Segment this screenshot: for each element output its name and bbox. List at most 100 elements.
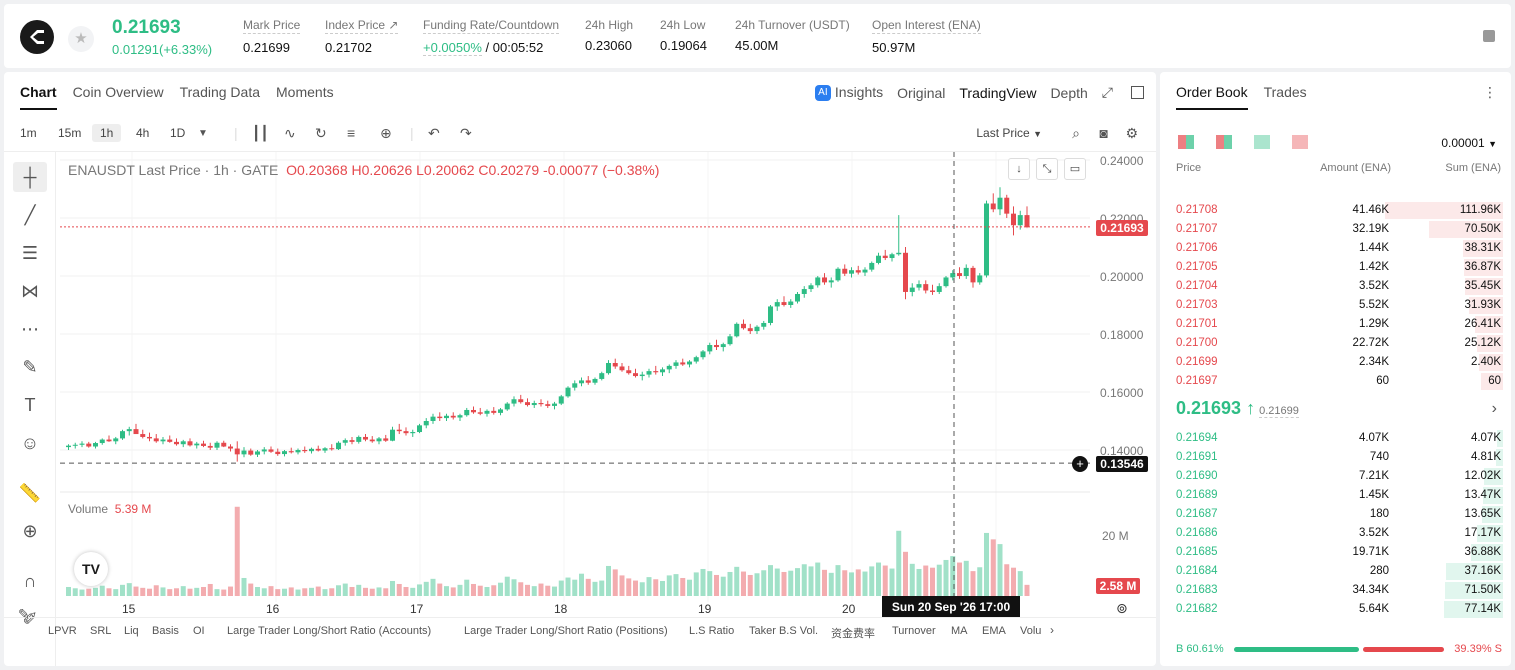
indicator-taker-vol[interactable]: Taker B.S Vol. (749, 625, 819, 637)
magnet-icon[interactable]: ∩ (23, 571, 37, 591)
reset-view-icon[interactable]: ⊚ (1116, 600, 1128, 616)
pattern-tool-icon[interactable]: ⋈ (21, 281, 39, 301)
bid-row[interactable]: 0.21687 180 13.65K (1160, 505, 1511, 524)
tab-order-book[interactable]: Order Book (1176, 84, 1248, 110)
expand-icon[interactable]: ⤢ (1101, 84, 1113, 101)
bid-row[interactable]: 0.21691 740 4.81K (1160, 448, 1511, 467)
ask-row[interactable]: 0.21706 1.44K 38.31K (1160, 239, 1511, 258)
add-alert-icon[interactable]: ⊕ (380, 125, 392, 141)
chevron-right-icon[interactable]: › (1491, 400, 1497, 417)
price-axis[interactable]: 0.24000 0.22000 0.20000 0.18000 0.16000 … (1090, 152, 1156, 602)
indicator-basis[interactable]: Basis (152, 625, 179, 637)
fib-tool-icon[interactable]: ⋯ (21, 319, 39, 339)
indicator-srl[interactable]: SRL (90, 625, 112, 637)
funding-rate-label[interactable]: Funding Rate/Countdown (423, 18, 560, 34)
horizontal-lines-tool-icon[interactable]: ☰ (21, 243, 39, 263)
fullscreen-icon[interactable]: ▭ (1064, 158, 1086, 180)
indicator-lpvr[interactable]: LPVR (48, 625, 77, 637)
bid-row[interactable]: 0.21690 7.21K 12.02K (1160, 467, 1511, 486)
candle-type-icon[interactable]: ┃┃ (252, 125, 269, 141)
ask-row[interactable]: 0.21697 60 60 (1160, 372, 1511, 391)
indicator-funding-rate[interactable]: 资金费率 (831, 628, 875, 640)
timeframe-1d[interactable]: 1D (170, 126, 186, 140)
zoom-in-icon[interactable]: ⊕ (22, 521, 38, 541)
open-interest-label[interactable]: Open Interest (ENA) (872, 18, 981, 34)
timeframe-4h[interactable]: 4h (136, 126, 150, 140)
add-order-icon[interactable]: + (1072, 456, 1088, 472)
timeframe-1h[interactable]: 1h (92, 124, 122, 142)
timeframe-1m[interactable]: 1m (20, 126, 37, 140)
index-price-label[interactable]: Index Price ↗ (325, 18, 399, 34)
ask-row[interactable]: 0.21707 32.19K 70.50K (1160, 220, 1511, 239)
tab-chart[interactable]: Chart (20, 84, 57, 110)
indicator-ls-ratio[interactable]: L.S Ratio (689, 625, 735, 637)
tab-trades[interactable]: Trades (1263, 84, 1307, 100)
indicator-oi[interactable]: OI (193, 625, 205, 637)
chevron-right-icon[interactable]: › (1050, 623, 1054, 637)
indicator-turnover[interactable]: Turnover (892, 625, 936, 637)
bid-row[interactable]: 0.21689 1.45K 13.47K (1160, 486, 1511, 505)
indicator-ema[interactable]: EMA (982, 625, 1006, 637)
brush-tool-icon[interactable]: ✎ (22, 357, 38, 377)
text-tool-icon[interactable]: T (24, 395, 36, 415)
tab-insights[interactable]: AI Insights (814, 84, 883, 102)
bid-row[interactable]: 0.21685 19.71K 36.88K (1160, 543, 1511, 562)
timeframe-dropdown-icon[interactable]: ▼ (198, 128, 208, 139)
mid-price[interactable]: 0.21693 ↑ 0.21699 (1176, 398, 1299, 419)
trendline-tool-icon[interactable]: ╱ (24, 205, 36, 225)
settings-gear-icon[interactable]: ⚙ (1125, 125, 1138, 141)
tab-tradingview[interactable]: TradingView (959, 84, 1037, 101)
tab-moments[interactable]: Moments (276, 84, 334, 100)
funding-rate[interactable]: +0.0050% (423, 40, 482, 56)
tab-original[interactable]: Original (897, 84, 946, 101)
edit-icon[interactable]: ✎ (18, 606, 30, 622)
bid-row[interactable]: 0.21686 3.52K 17.17K (1160, 524, 1511, 543)
collapse-icon[interactable]: ⤡ (1036, 158, 1058, 180)
template-icon[interactable]: ≡ (347, 125, 356, 141)
ask-row[interactable]: 0.21703 5.52K 31.93K (1160, 296, 1511, 315)
ask-row[interactable]: 0.21700 22.72K 25.12K (1160, 334, 1511, 353)
replay-icon[interactable]: ↻ (315, 125, 327, 141)
view-asks-icon[interactable] (1292, 135, 1308, 149)
ask-row[interactable]: 0.21699 2.34K 2.40K (1160, 353, 1511, 372)
ask-row[interactable]: 0.21704 3.52K 35.45K (1160, 277, 1511, 296)
camera-icon[interactable]: ◙ (1099, 125, 1108, 141)
price-source-dropdown[interactable]: Last Price ▼ (976, 126, 1042, 140)
timeframe-15m[interactable]: 15m (58, 126, 82, 140)
tab-trading-data[interactable]: Trading Data (179, 84, 261, 100)
bid-row[interactable]: 0.21683 34.34K 71.50K (1160, 581, 1511, 600)
document-icon[interactable] (1483, 30, 1495, 42)
mark-price-label[interactable]: Mark Price (243, 18, 301, 34)
lock-drawing-icon[interactable]: ✐ (22, 609, 38, 629)
tab-coin-overview[interactable]: Coin Overview (72, 84, 164, 100)
emoji-tool-icon[interactable]: ☺ (20, 433, 40, 453)
indicators-icon[interactable]: ∿ (284, 125, 296, 141)
more-options-icon[interactable]: ⋮ (1483, 84, 1497, 100)
bid-row[interactable]: 0.21682 5.64K 77.14K (1160, 600, 1511, 619)
indicator-liq[interactable]: Liq (124, 625, 139, 637)
bid-row[interactable]: 0.21684 280 37.16K (1160, 562, 1511, 581)
ask-row[interactable]: 0.21708 41.46K 111.96K (1160, 201, 1511, 220)
view-both-icon[interactable] (1178, 135, 1194, 149)
search-icon[interactable]: ⌕ (1072, 125, 1080, 141)
favorite-star-icon[interactable]: ★ (68, 26, 94, 52)
crosshair-tool-icon[interactable]: ┼ (13, 162, 47, 192)
indicator-volume[interactable]: Volu (1020, 625, 1042, 637)
precision-dropdown[interactable]: 0.00001 ▼ (1441, 136, 1497, 150)
indicator-ls-positions[interactable]: Large Trader Long/Short Ratio (Positions… (464, 625, 668, 637)
view-split-icon[interactable] (1216, 135, 1232, 149)
redo-icon[interactable]: ↷ (460, 125, 472, 141)
ask-row[interactable]: 0.21701 1.29K 26.41K (1160, 315, 1511, 334)
scroll-down-icon[interactable]: ↓ (1008, 158, 1030, 180)
ruler-tool-icon[interactable]: 📏 (18, 483, 42, 503)
indicator-ls-accounts[interactable]: Large Trader Long/Short Ratio (Accounts) (227, 625, 432, 637)
bid-row[interactable]: 0.21694 4.07K 4.07K (1160, 429, 1511, 448)
indicator-ma[interactable]: MA (951, 625, 968, 637)
tab-depth[interactable]: Depth (1050, 84, 1088, 101)
tradingview-logo-icon[interactable]: TV (74, 552, 108, 586)
view-bids-icon[interactable] (1254, 135, 1270, 149)
candlestick-chart[interactable] (60, 152, 1090, 602)
ask-row[interactable]: 0.21705 1.42K 36.87K (1160, 258, 1511, 277)
layout-icon[interactable] (1131, 86, 1144, 100)
undo-icon[interactable]: ↶ (428, 125, 440, 141)
